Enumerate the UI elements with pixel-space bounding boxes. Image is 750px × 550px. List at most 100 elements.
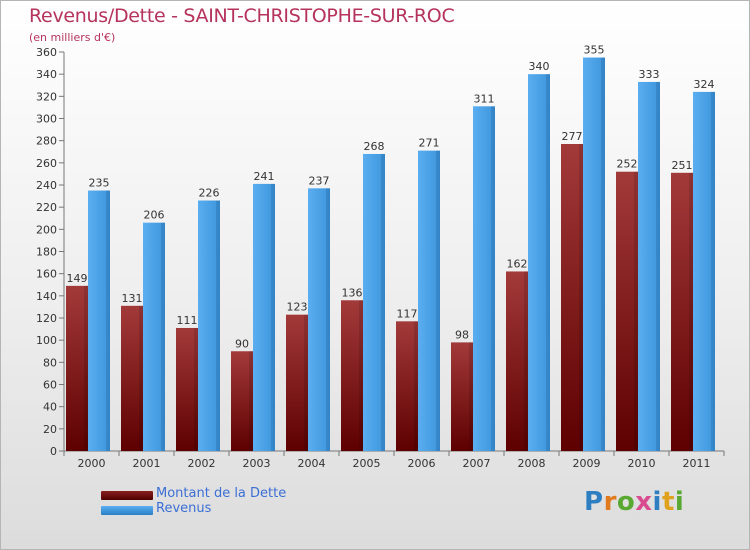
legend-label-revenus: Revenus (156, 501, 212, 516)
legend-swatch-dette (101, 491, 153, 500)
bar-shade (216, 200, 220, 451)
x-tick-label: 2001 (133, 457, 161, 470)
bar-revenus (583, 57, 605, 452)
bar-shade (436, 150, 440, 451)
logo-letter: t (661, 487, 675, 517)
logo-letter: i (652, 487, 662, 517)
bar-shade (634, 171, 638, 451)
value-label-revenus: 268 (364, 140, 385, 153)
y-tick-label: 200 (36, 223, 57, 236)
bar-revenus (363, 153, 385, 451)
y-tick-label: 180 (36, 246, 57, 259)
legend-label-dette: Montant de la Dette (156, 486, 287, 501)
value-label-revenus: 333 (639, 68, 660, 81)
logo-letter: P (584, 487, 604, 517)
y-tick-label: 320 (36, 90, 57, 103)
bar-revenus (198, 200, 220, 451)
bar-revenus (528, 74, 550, 452)
x-tick-label: 2002 (188, 457, 216, 470)
value-label-revenus: 235 (89, 177, 110, 190)
logo-letter: o (616, 487, 636, 517)
bar-shade (491, 106, 495, 451)
y-tick-label: 120 (36, 312, 57, 325)
y-tick-label: 360 (36, 46, 57, 59)
legend-swatch-revenus (101, 506, 153, 515)
value-label-dette: 162 (507, 257, 528, 270)
value-label-revenus: 340 (529, 60, 550, 73)
value-label-dette: 117 (397, 307, 418, 320)
value-label-dette: 251 (672, 159, 693, 172)
x-tick-label: 2011 (683, 457, 711, 470)
value-labels: 149 235 131 206 111 226 90 241 123 237 136 268 117 27… (67, 44, 715, 351)
bar-dette (286, 314, 308, 451)
bar-shade (161, 222, 165, 451)
y-tick-label: 240 (36, 179, 57, 192)
logo-letter: i (674, 487, 685, 517)
bar-shade (601, 57, 605, 452)
bar-dette (231, 351, 253, 451)
bar-dette (671, 172, 693, 451)
value-label-revenus: 324 (694, 78, 715, 91)
bar-revenus (473, 106, 495, 451)
y-tick-label: 40 (43, 401, 57, 414)
y-tick-label: 0 (50, 445, 57, 458)
bar-dette (561, 143, 583, 451)
bar-shade (469, 342, 473, 451)
logo-letter: x (635, 487, 653, 517)
bar-dette (176, 327, 198, 451)
bar-shade (194, 327, 198, 451)
x-tick-label: 2003 (243, 457, 271, 470)
value-label-dette: 277 (562, 130, 583, 143)
value-label-dette: 98 (455, 328, 469, 341)
bar-shade (84, 285, 88, 451)
x-axis: 2000 2001 2002 2003 2004 2005 2006 2007 2008 2009… (63, 450, 725, 470)
value-label-dette: 136 (342, 286, 363, 299)
y-tick-label: 140 (36, 290, 57, 303)
bar-revenus (253, 183, 275, 451)
value-label-dette: 123 (287, 301, 308, 314)
value-label-dette: 149 (67, 272, 88, 285)
bar-revenus (88, 190, 110, 451)
bar-shade (271, 183, 275, 451)
bar-shade (304, 314, 308, 451)
bar-shade (546, 74, 550, 452)
bar-revenus (308, 188, 330, 451)
bar-shade (326, 188, 330, 451)
bar-dette (396, 321, 418, 451)
bar-dette (341, 300, 363, 451)
bar-shade (656, 81, 660, 452)
bar-shade (414, 321, 418, 451)
bar-dette (66, 285, 88, 451)
bar-dette (451, 342, 473, 451)
y-tick-label: 160 (36, 268, 57, 281)
bar-dette (121, 305, 143, 451)
value-label-revenus: 355 (584, 44, 605, 57)
y-tick-label: 260 (36, 157, 57, 170)
value-label-dette: 131 (122, 292, 143, 305)
y-tick-label: 100 (36, 334, 57, 347)
x-tick-label: 2000 (78, 457, 106, 470)
x-tick-label: 2009 (573, 457, 601, 470)
x-tick-label: 2007 (463, 457, 491, 470)
logo-letter: r (603, 487, 617, 517)
value-label-revenus: 311 (474, 92, 495, 105)
value-label-dette: 90 (235, 337, 249, 350)
bar-revenus (418, 150, 440, 451)
bar-revenus (693, 91, 715, 452)
value-label-revenus: 237 (309, 174, 330, 187)
proxiti-logo: Proxiti (584, 487, 684, 517)
bar-shade (711, 91, 715, 452)
chart-title: Revenus/Dette - SAINT-CHRISTOPHE-SUR-ROC (29, 5, 455, 27)
chart-subtitle: (en milliers d'€) (29, 31, 116, 44)
bar-revenus (638, 81, 660, 452)
value-label-dette: 252 (617, 158, 638, 171)
bar-shade (106, 190, 110, 451)
y-tick-label: 300 (36, 113, 57, 126)
bar-shade (381, 153, 385, 451)
bar-dette (506, 271, 528, 451)
bar-shade (139, 305, 143, 451)
y-tick-label: 80 (43, 356, 57, 369)
y-axis: 0 20 40 60 80 100 120 140 160 180 200 220 240 260 280 3… (36, 46, 65, 458)
bar-shade (689, 172, 693, 451)
